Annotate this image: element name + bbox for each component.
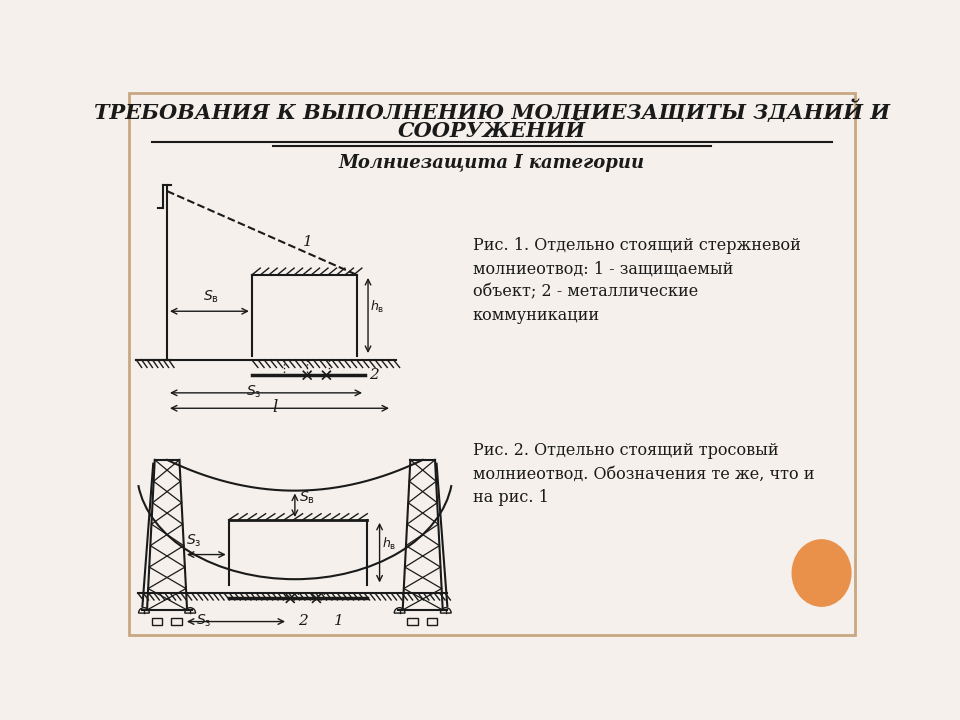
Text: 2: 2 xyxy=(298,614,308,629)
Text: 1: 1 xyxy=(303,235,313,249)
Text: ТРЕБОВАНИЯ К ВЫПОЛНЕНИЮ МОЛНИЕЗАЩИТЫ ЗДАНИЙ И: ТРЕБОВАНИЯ К ВЫПОЛНЕНИЮ МОЛНИЕЗАЩИТЫ ЗДА… xyxy=(94,99,890,123)
Ellipse shape xyxy=(792,539,852,607)
Text: Молниезащита I категории: Молниезащита I категории xyxy=(339,154,645,172)
Text: $h_{\rm в}$: $h_{\rm в}$ xyxy=(371,300,385,315)
Text: 1: 1 xyxy=(334,614,344,629)
Text: $S_{\rm в}$: $S_{\rm в}$ xyxy=(299,490,315,506)
Text: СООРУЖЕНИЙ: СООРУЖЕНИЙ xyxy=(398,121,586,141)
Text: $h_{\rm в}$: $h_{\rm в}$ xyxy=(382,536,396,552)
Text: $S_{\rm з}$: $S_{\rm з}$ xyxy=(196,613,211,629)
FancyBboxPatch shape xyxy=(129,93,855,634)
Text: 2: 2 xyxy=(369,368,378,382)
Text: l: l xyxy=(273,399,278,416)
Text: Рис. 1. Отдельно стоящий стержневой
молниеотвод: 1 - защищаемый
объект; 2 - мета: Рис. 1. Отдельно стоящий стержневой молн… xyxy=(472,237,801,324)
Text: $S_{\rm в}$: $S_{\rm в}$ xyxy=(204,289,219,305)
Text: Рис. 2. Отдельно стоящий тросовый
молниеотвод. Обозначения те же, что и
на рис. : Рис. 2. Отдельно стоящий тросовый молние… xyxy=(472,442,814,506)
Text: $S_{\rm з}$: $S_{\rm з}$ xyxy=(246,384,261,400)
Text: $S_{\rm з}$: $S_{\rm з}$ xyxy=(185,533,201,549)
